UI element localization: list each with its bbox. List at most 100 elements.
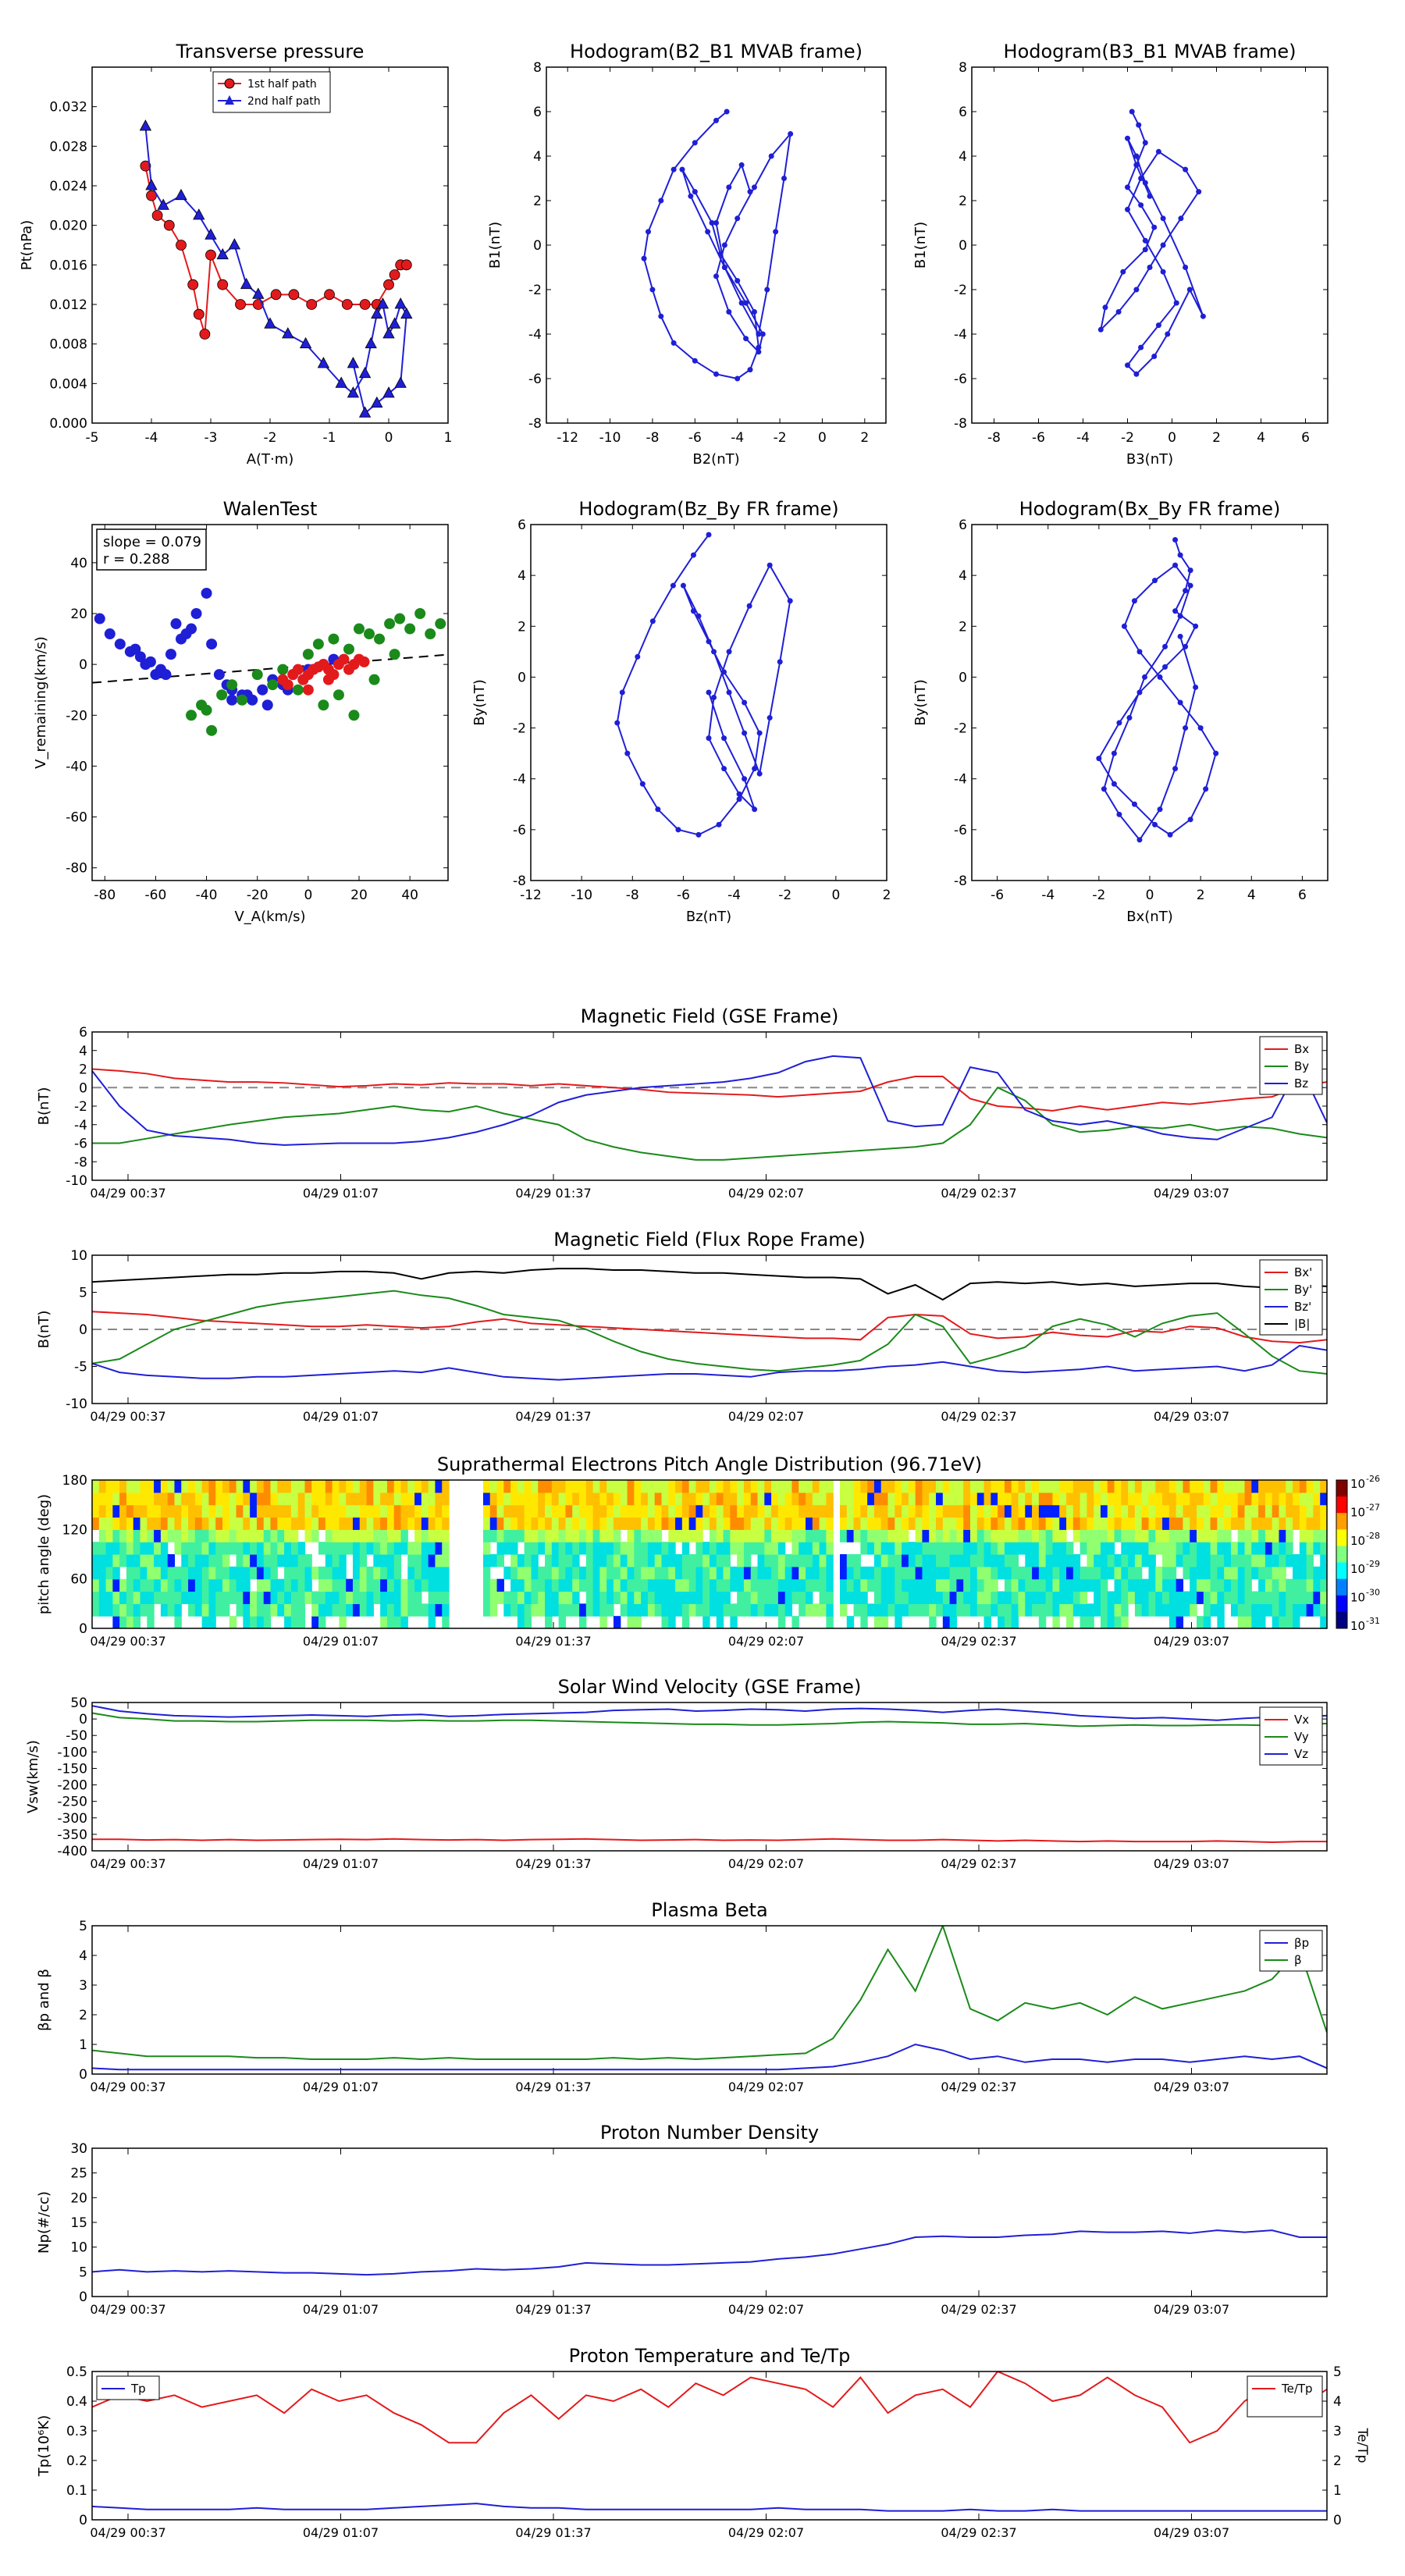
heatmap-cell bbox=[922, 1517, 930, 1530]
y-tick-label: 40 bbox=[70, 556, 87, 571]
heatmap-cell bbox=[297, 1578, 306, 1592]
y-tick-label: 5 bbox=[79, 2265, 87, 2280]
heatmap-cell bbox=[812, 1542, 820, 1555]
heatmap-cell bbox=[428, 1603, 436, 1617]
heatmap-cell bbox=[1286, 1578, 1293, 1592]
data-point bbox=[1136, 837, 1143, 843]
data-point bbox=[217, 279, 229, 290]
series-line bbox=[616, 534, 791, 836]
heatmap-cell bbox=[442, 1504, 450, 1518]
heatmap-cell bbox=[1279, 1566, 1286, 1580]
heatmap-cell bbox=[1004, 1517, 1012, 1530]
heatmap-cell bbox=[339, 1566, 347, 1580]
heatmap-cell bbox=[400, 1517, 408, 1530]
heatmap-cell bbox=[194, 1566, 203, 1580]
heatmap-cell bbox=[764, 1578, 772, 1592]
heatmap-cell bbox=[613, 1591, 621, 1604]
heatmap-cell bbox=[1203, 1566, 1211, 1580]
heatmap-cell bbox=[1141, 1529, 1150, 1542]
data-point bbox=[368, 674, 380, 685]
heatmap-cell bbox=[352, 1603, 361, 1617]
heatmap-cell bbox=[407, 1603, 415, 1617]
heatmap-cell bbox=[998, 1480, 1005, 1493]
heatmap-cell bbox=[565, 1529, 573, 1542]
data-point bbox=[1147, 193, 1153, 199]
data-point bbox=[371, 396, 383, 408]
heatmap-cell bbox=[1094, 1480, 1101, 1493]
colorbar-label: 10 bbox=[1350, 1477, 1365, 1491]
heatmap-cell bbox=[668, 1492, 676, 1506]
heatmap-cell bbox=[1032, 1504, 1040, 1518]
heatmap-cell bbox=[538, 1603, 546, 1617]
y-tick-label: 2 bbox=[959, 194, 967, 209]
heatmap-cell bbox=[1203, 1591, 1211, 1604]
data-point bbox=[1138, 202, 1144, 208]
heatmap-cell bbox=[702, 1480, 710, 1493]
x-tick-label: -2 bbox=[778, 888, 791, 903]
y-tick-label: -250 bbox=[57, 1795, 87, 1810]
heatmap-cell bbox=[517, 1554, 525, 1567]
chart-title: Proton Temperature and Te/Tp bbox=[569, 2345, 851, 2367]
heatmap-cell bbox=[1134, 1603, 1143, 1617]
heatmap-cell bbox=[1264, 1529, 1273, 1542]
data-point bbox=[170, 618, 182, 630]
heatmap-cell bbox=[771, 1591, 779, 1604]
heatmap-cell bbox=[764, 1517, 772, 1530]
y-tick-label: 0 bbox=[79, 1080, 87, 1096]
heatmap-cell bbox=[160, 1578, 169, 1592]
heatmap-cell bbox=[126, 1603, 134, 1617]
heatmap-cell bbox=[969, 1591, 978, 1604]
heatmap-cell bbox=[304, 1480, 312, 1493]
heatmap-cell bbox=[482, 1554, 491, 1567]
series-line bbox=[92, 1344, 1327, 1381]
heatmap-cell bbox=[1168, 1603, 1177, 1617]
heatmap-cell bbox=[1038, 1517, 1047, 1530]
heatmap-cell bbox=[236, 1566, 244, 1580]
heatmap-cell bbox=[304, 1591, 312, 1604]
heatmap-cell bbox=[688, 1554, 697, 1567]
data-point bbox=[318, 699, 329, 711]
heatmap-cell bbox=[414, 1554, 422, 1567]
heatmap-cell bbox=[482, 1578, 491, 1592]
heatmap-cell bbox=[1320, 1616, 1327, 1628]
heatmap-cell bbox=[352, 1591, 361, 1604]
heatmap-cell bbox=[147, 1542, 155, 1555]
heatmap-cell bbox=[531, 1591, 539, 1604]
heatmap-cell bbox=[688, 1492, 697, 1506]
heatmap-cell bbox=[654, 1566, 663, 1580]
heatmap-cell bbox=[606, 1566, 614, 1580]
heatmap-cell bbox=[710, 1554, 717, 1567]
data-point bbox=[1172, 537, 1179, 543]
heatmap-cell bbox=[806, 1517, 813, 1530]
heatmap-cell bbox=[963, 1529, 971, 1542]
heatmap-cell bbox=[806, 1504, 813, 1518]
heatmap-cell bbox=[1203, 1554, 1211, 1567]
heatmap-cell bbox=[400, 1603, 408, 1617]
heatmap-cell bbox=[647, 1480, 656, 1493]
heatmap-cell bbox=[929, 1480, 937, 1493]
heatmap-cell bbox=[119, 1554, 127, 1567]
plot-frame bbox=[91, 66, 449, 424]
heatmap-cell bbox=[949, 1529, 957, 1542]
heatmap-cell bbox=[599, 1616, 607, 1628]
heatmap-cell bbox=[723, 1554, 731, 1567]
heatmap-cell bbox=[1299, 1480, 1307, 1493]
heatmap-cell bbox=[1237, 1529, 1246, 1542]
heatmap-cell bbox=[373, 1504, 381, 1518]
heatmap-cell bbox=[949, 1492, 957, 1506]
y-tick-label: -200 bbox=[57, 1778, 87, 1794]
heatmap-cell bbox=[1197, 1529, 1204, 1542]
heatmap-cell bbox=[936, 1529, 944, 1542]
heatmap-cell bbox=[558, 1591, 567, 1604]
heatmap-cell bbox=[812, 1480, 820, 1493]
heatmap-cell bbox=[641, 1603, 649, 1617]
heatmap-cell bbox=[112, 1517, 120, 1530]
heatmap-cell bbox=[641, 1554, 649, 1567]
heatmap-cell bbox=[236, 1517, 244, 1530]
heatmap-cell bbox=[585, 1517, 594, 1530]
x-tick-label: -2 bbox=[264, 430, 277, 446]
heatmap-cell bbox=[277, 1603, 285, 1617]
heatmap-cell bbox=[284, 1504, 292, 1518]
data-point bbox=[1162, 664, 1168, 670]
heatmap-cell bbox=[318, 1578, 326, 1592]
